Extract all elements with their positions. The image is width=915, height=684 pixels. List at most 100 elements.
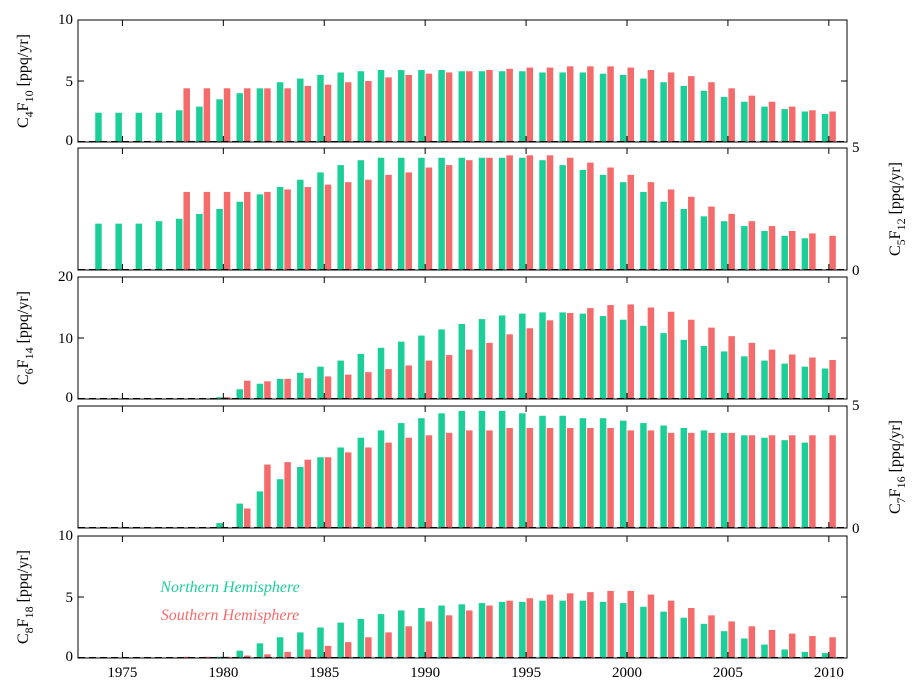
bar-north-1974	[95, 223, 102, 270]
bar-south-1988	[385, 77, 392, 142]
bar-south-1996	[546, 427, 554, 528]
bar-north-1997	[559, 72, 566, 142]
bar-south-1992	[466, 610, 473, 658]
bar-north-2004	[700, 430, 708, 528]
x-tick-label: 1975	[107, 665, 137, 681]
bar-north-1998	[579, 313, 587, 399]
y-tick-label: 5	[852, 140, 860, 156]
bar-south-1995	[526, 67, 534, 142]
bar-south-1984	[304, 459, 312, 528]
bar-north-1998	[579, 72, 587, 142]
bar-south-1987	[365, 81, 372, 142]
bar-north-1996	[539, 312, 546, 399]
x-tick-label: 2000	[612, 665, 642, 681]
bar-south-1983	[284, 651, 291, 658]
bar-north-1990	[418, 607, 425, 658]
bar-south-2003	[688, 76, 695, 142]
bar-north-1991	[438, 70, 445, 142]
bar-north-1983	[276, 479, 284, 528]
bar-south-2006	[748, 435, 756, 528]
bar-south-1984	[304, 187, 312, 270]
bar-north-1987	[357, 353, 365, 399]
bar-south-2005	[728, 621, 735, 658]
bar-north-1995	[519, 313, 526, 399]
bar-south-1980	[223, 191, 231, 270]
bar-south-1985	[324, 645, 332, 658]
bar-south-1993	[486, 157, 493, 270]
bar-south-2005	[728, 213, 735, 270]
bar-north-1996	[539, 600, 546, 658]
bar-north-1977	[155, 221, 163, 270]
bar-north-1986	[337, 447, 344, 528]
bar-north-2005	[720, 351, 728, 399]
bar-north-1983	[276, 378, 284, 399]
bar-south-2009	[809, 357, 816, 399]
bar-north-1995	[519, 71, 526, 142]
bar-south-1998	[587, 427, 594, 528]
bar-south-1990	[425, 435, 433, 528]
panel-4: 0 5 C7F16 [ppq/yr]	[77, 398, 908, 537]
bar-north-1984	[297, 78, 304, 142]
y-axis-label: C6F14 [ppq/yr]	[15, 291, 36, 385]
bar-south-2010	[829, 235, 836, 270]
bar-north-2005	[720, 432, 728, 528]
bar-south-1994	[506, 68, 513, 142]
bar-north-2004	[700, 90, 708, 142]
y-tick-label: 0	[66, 133, 74, 149]
bar-north-1979	[196, 213, 203, 270]
legend-label-north: Northern Hemisphere	[159, 579, 299, 596]
bar-south-2001	[647, 307, 655, 399]
y-tick-label: 10	[58, 331, 73, 347]
bar-south-2007	[768, 226, 776, 270]
bar-south-1983	[284, 462, 291, 528]
bar-south-1995	[526, 155, 534, 270]
bar-south-1984	[304, 649, 312, 658]
bar-south-1997	[566, 593, 574, 658]
bar-north-1980	[216, 656, 223, 658]
bar-north-2005	[720, 631, 728, 658]
bar-south-2005	[728, 432, 735, 528]
bar-north-1981	[236, 201, 244, 270]
bar-north-2002	[660, 611, 667, 658]
bar-north-1996	[539, 72, 546, 142]
bar-north-2004	[700, 623, 708, 658]
bar-north-1982	[256, 194, 264, 270]
bar-south-1994	[506, 334, 513, 399]
bar-north-1992	[458, 157, 466, 270]
bar-north-1987	[357, 160, 365, 270]
bar-north-1982	[256, 383, 264, 399]
bar-north-2007	[761, 360, 768, 399]
bar-north-1987	[357, 618, 365, 658]
bar-north-2000	[620, 603, 627, 658]
y-tick-label: 0	[852, 263, 860, 279]
bar-north-1984	[297, 372, 304, 399]
bar-north-1975	[115, 223, 122, 270]
x-tick-label: 1995	[511, 665, 541, 681]
bar-north-1989	[397, 157, 405, 270]
bar-south-2001	[647, 70, 655, 142]
bar-north-2006	[741, 435, 748, 528]
bar-south-1978	[183, 656, 190, 658]
y-axis-label: C7F16 [ppq/yr]	[887, 420, 908, 514]
bar-north-1987	[357, 437, 365, 528]
bar-north-1999	[599, 601, 607, 658]
y-axis-label: C4F10 [ppq/yr]	[15, 34, 36, 128]
bar-north-1978	[175, 110, 183, 142]
bar-south-2006	[748, 221, 756, 270]
y-tick-label: 20	[58, 269, 73, 285]
bar-north-1991	[438, 413, 445, 528]
bar-north-1980	[216, 397, 223, 399]
bar-south-1982	[264, 381, 271, 399]
bar-south-1983	[284, 88, 291, 142]
bar-south-1978	[183, 88, 190, 142]
bar-south-2001	[647, 594, 655, 658]
bar-north-2004	[700, 216, 708, 270]
bar-south-1999	[607, 167, 614, 270]
bar-south-1999	[607, 427, 614, 528]
bar-north-2009	[801, 238, 809, 270]
bar-south-1996	[546, 594, 554, 658]
bar-south-2007	[768, 349, 776, 399]
bar-south-2003	[688, 432, 695, 528]
bar-north-2003	[680, 427, 688, 528]
